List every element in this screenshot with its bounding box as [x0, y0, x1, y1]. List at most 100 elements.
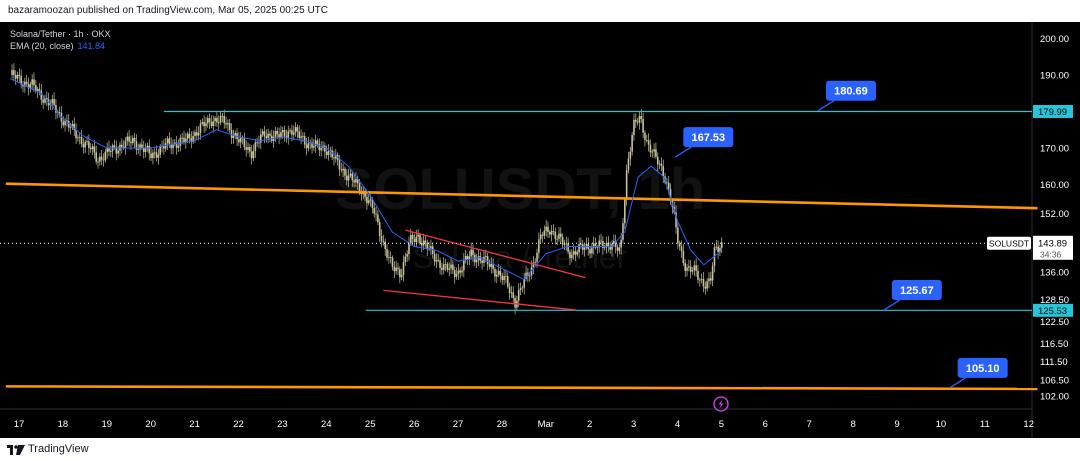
candle-body	[24, 81, 26, 87]
time-tick-label: 12	[1023, 419, 1034, 430]
candle-body	[126, 136, 129, 141]
callout-box	[891, 280, 942, 301]
candle-body	[205, 123, 207, 127]
price-callout[interactable]: 180.69	[817, 80, 876, 112]
candle-body	[455, 273, 458, 277]
candle-body	[660, 163, 663, 167]
time-tick-label: 10	[936, 419, 947, 430]
candle-body	[653, 149, 655, 152]
candle-body	[360, 192, 363, 195]
price-callout[interactable]: 167.53	[674, 127, 734, 158]
candle-body	[91, 146, 94, 150]
candle-body	[260, 134, 262, 143]
candle-body	[212, 121, 215, 127]
candle-body	[592, 243, 595, 248]
candle-body	[163, 146, 165, 149]
candle-body	[89, 147, 92, 150]
candle-body	[636, 121, 639, 123]
candle-body	[678, 243, 681, 247]
candle-body	[397, 267, 399, 270]
candle-body	[216, 117, 218, 123]
candle-body	[174, 142, 176, 144]
candle-body	[506, 276, 509, 287]
candle-body	[210, 122, 213, 127]
candle-body	[574, 251, 577, 255]
last-price-tag	[1033, 235, 1073, 260]
time-tick-label: 17	[14, 419, 25, 430]
candle-body	[622, 223, 624, 240]
candle-body	[488, 264, 491, 267]
candle-body	[558, 233, 560, 239]
candle-body	[704, 286, 707, 289]
price-tick-label: 160.00	[1040, 180, 1069, 191]
candle-body	[638, 116, 641, 123]
candle-body	[411, 235, 414, 239]
candle-body	[269, 133, 271, 136]
candle-body	[314, 140, 317, 147]
candle-body	[514, 298, 516, 308]
candle-body	[106, 147, 108, 152]
candle-body	[267, 133, 269, 139]
price-callout[interactable]: 125.67	[883, 280, 942, 311]
candle-body	[541, 234, 544, 236]
candle-body	[104, 151, 107, 161]
candle-body	[276, 130, 279, 135]
time-tick-label: 5	[719, 419, 724, 430]
candle-body	[250, 151, 253, 159]
candle-body	[505, 276, 507, 277]
candle-body	[327, 150, 330, 156]
candle-body	[203, 122, 205, 127]
lightning-icon[interactable]	[713, 396, 729, 412]
candle-body	[77, 137, 79, 139]
time-axis[interactable]: 17 18 19 20 21 22 23 24 25 26 27 28 Mar 2 3 4 5 6 7 8 9 10 11 1…	[14, 419, 1034, 430]
candle-body	[556, 238, 558, 240]
wedge-trendline	[383, 289, 577, 311]
last-price-countdown: 34:36	[1040, 249, 1062, 259]
candle-body	[73, 123, 76, 130]
candle-body	[18, 74, 21, 77]
price-chart[interactable]: SOLUSDT, 1h Solana / Tether 180.69 167.53…	[0, 22, 1080, 438]
time-tick-label: 20	[145, 419, 156, 430]
candle-body	[239, 137, 242, 143]
candle-body	[464, 255, 467, 261]
callout-label: 125.67	[900, 285, 934, 297]
candle-body	[481, 260, 483, 263]
candle-body	[530, 267, 533, 276]
candle-body	[658, 163, 661, 165]
candle-body	[71, 123, 74, 128]
candle-body	[549, 232, 551, 235]
candle-body	[27, 83, 30, 89]
candle-body	[311, 142, 313, 148]
candle-body	[715, 246, 718, 248]
candle-body	[194, 132, 196, 137]
level-price-tag-label: 179.99	[1038, 107, 1067, 118]
candle-body	[141, 144, 143, 148]
candle-body	[58, 111, 61, 113]
candle-body	[36, 89, 39, 92]
candle-body	[386, 249, 388, 258]
candle-body	[413, 238, 416, 242]
time-tick-label: 24	[321, 419, 332, 430]
candle-body	[364, 191, 366, 197]
candle-body	[347, 175, 350, 181]
candle-body	[53, 99, 55, 106]
candle-body	[274, 130, 277, 138]
candle-body	[382, 241, 385, 243]
candle-body	[166, 138, 169, 144]
candle-body	[331, 150, 333, 158]
candle-body	[576, 252, 579, 255]
candle-body	[214, 117, 216, 122]
candle-body	[475, 259, 478, 263]
candle-body	[695, 265, 697, 271]
candle-body	[603, 247, 606, 249]
candle-body	[600, 240, 602, 242]
candle-body	[272, 137, 275, 141]
time-tick-label: 28	[497, 419, 508, 430]
callout-label: 167.53	[691, 132, 725, 144]
candle-body	[219, 115, 222, 123]
price-callout[interactable]: 105.10	[949, 357, 1008, 389]
candle-body	[424, 240, 427, 243]
candle-body	[647, 140, 650, 145]
candle-body	[289, 130, 291, 132]
candle-body	[84, 141, 87, 148]
